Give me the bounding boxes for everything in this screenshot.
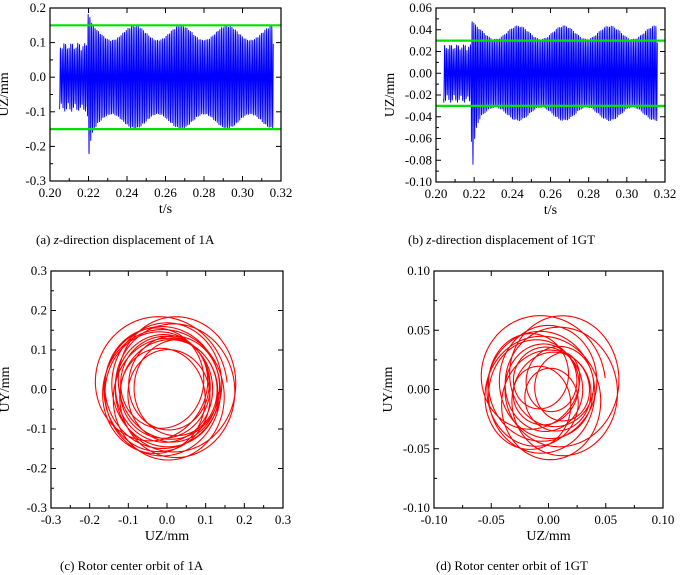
y-tick-label: -0.08 <box>405 152 432 167</box>
y-tick-label: -0.02 <box>405 87 432 102</box>
y-tick-label: 0.0 <box>30 69 46 84</box>
x-tick-label: 0.30 <box>231 185 254 200</box>
y-axis-label: UZ/mm <box>383 73 398 117</box>
y-tick-label: -0.1 <box>26 421 47 436</box>
x-tick-label: 0.10 <box>652 512 675 527</box>
y-tick-label: 0.00 <box>407 382 430 397</box>
y-tick-label: -0.1 <box>25 104 46 119</box>
x-tick-label: -0.2 <box>79 512 100 527</box>
x-tick-label: 0.22 <box>77 185 100 200</box>
y-axis-label: UZ/mm <box>0 72 12 116</box>
caption-b: (b) z-direction displacement of 1GT <box>408 232 596 247</box>
x-tick-label: 0.20 <box>39 185 62 200</box>
x-tick-label: 0.24 <box>501 186 524 201</box>
plot-d: -0.10 -0.05 0.00 0.05 0.10 -0.10 -0.05 0.00 0.05… <box>381 263 674 544</box>
y-tick-label: 0.2 <box>30 0 46 15</box>
x-tick-label: -0.05 <box>478 512 505 527</box>
plot-frame <box>435 7 666 183</box>
y-tick-label: 0.0 <box>31 382 47 397</box>
x-tick-label: -0.1 <box>118 512 139 527</box>
y-tick-label: 0.1 <box>31 342 47 357</box>
y-tick-label: -0.3 <box>25 173 46 188</box>
plot-frame <box>49 7 282 182</box>
caption-d: (d) Rotor center orbit of 1GT <box>436 558 588 573</box>
y-axis-label: UY/mm <box>0 366 13 412</box>
x-tick-label: 0.32 <box>654 186 677 201</box>
y-tick-label: -0.04 <box>405 109 433 124</box>
series-rotor-orbit <box>480 315 620 461</box>
x-tick-label: 0.30 <box>615 186 638 201</box>
x-axis-label: t/s <box>544 203 557 218</box>
x-tick-label: 0.28 <box>193 185 216 200</box>
x-tick-label: 0.22 <box>463 186 486 201</box>
x-tick-label: 0.3 <box>275 512 291 527</box>
y-tick-label: 0.00 <box>409 65 432 80</box>
caption-c: (c) Rotor center orbit of 1A <box>60 558 204 573</box>
caption-a: (a) z-direction displacement of 1A <box>36 232 215 247</box>
y-tick-label: 0.2 <box>31 303 47 318</box>
y-tick-label: 0.06 <box>409 0 432 15</box>
series-uz-displacement <box>443 21 658 165</box>
y-tick-label: 0.05 <box>407 322 430 337</box>
y-tick-label: -0.10 <box>403 500 430 515</box>
y-tick-label: -0.05 <box>403 441 430 456</box>
y-tick-label: 0.10 <box>407 263 430 278</box>
x-tick-label: 0.26 <box>154 185 177 200</box>
x-tick-label: -0.3 <box>41 512 62 527</box>
plot-frame <box>50 270 284 509</box>
y-tick-label: 0.3 <box>31 263 47 278</box>
x-tick-label: 0.1 <box>198 512 214 527</box>
x-tick-label: 0.05 <box>594 512 617 527</box>
plot-a: 0.20 0.22 0.24 0.26 0.28 0.30 0.32 -0.3 -0.2 -0.1… <box>0 0 292 217</box>
y-tick-label: -0.2 <box>25 138 46 153</box>
x-tick-label: 0.20 <box>425 186 448 201</box>
plot-b: 0.20 0.22 0.24 0.26 0.28 0.30 0.32 -0.10 -0.08 -0… <box>383 0 676 218</box>
x-axis-label: UZ/mm <box>526 529 570 544</box>
y-tick-label: -0.06 <box>405 131 433 146</box>
x-tick-label: 0.2 <box>236 512 252 527</box>
x-tick-label: 0.28 <box>577 186 600 201</box>
x-tick-label: -0.10 <box>420 512 447 527</box>
x-axis-label: t/s <box>159 202 172 217</box>
x-tick-label: 0.00 <box>537 512 560 527</box>
y-tick-label: 0.1 <box>30 35 46 50</box>
y-tick-label: 0.02 <box>409 44 432 59</box>
y-axis-label: UY/mm <box>381 366 396 412</box>
y-tick-label: -0.10 <box>405 174 432 189</box>
y-tick-label: -0.3 <box>26 500 47 515</box>
plot-c: -0.3 -0.2 -0.1 0.0 0.1 0.2 0.3 -0.3 -0.2 -0.1 0.0 0… <box>0 263 291 544</box>
x-tick-label: 0.24 <box>116 185 139 200</box>
x-axis-label: UZ/mm <box>145 529 189 544</box>
y-tick-label: -0.2 <box>26 461 47 476</box>
y-tick-label: 0.04 <box>409 22 432 37</box>
x-tick-label: 0.0 <box>159 512 175 527</box>
x-tick-label: 0.26 <box>539 186 562 201</box>
series-rotor-orbit <box>94 316 237 461</box>
plot-frame <box>433 270 664 509</box>
series-uz-displacement <box>59 14 274 155</box>
x-tick-label: 0.32 <box>270 185 293 200</box>
